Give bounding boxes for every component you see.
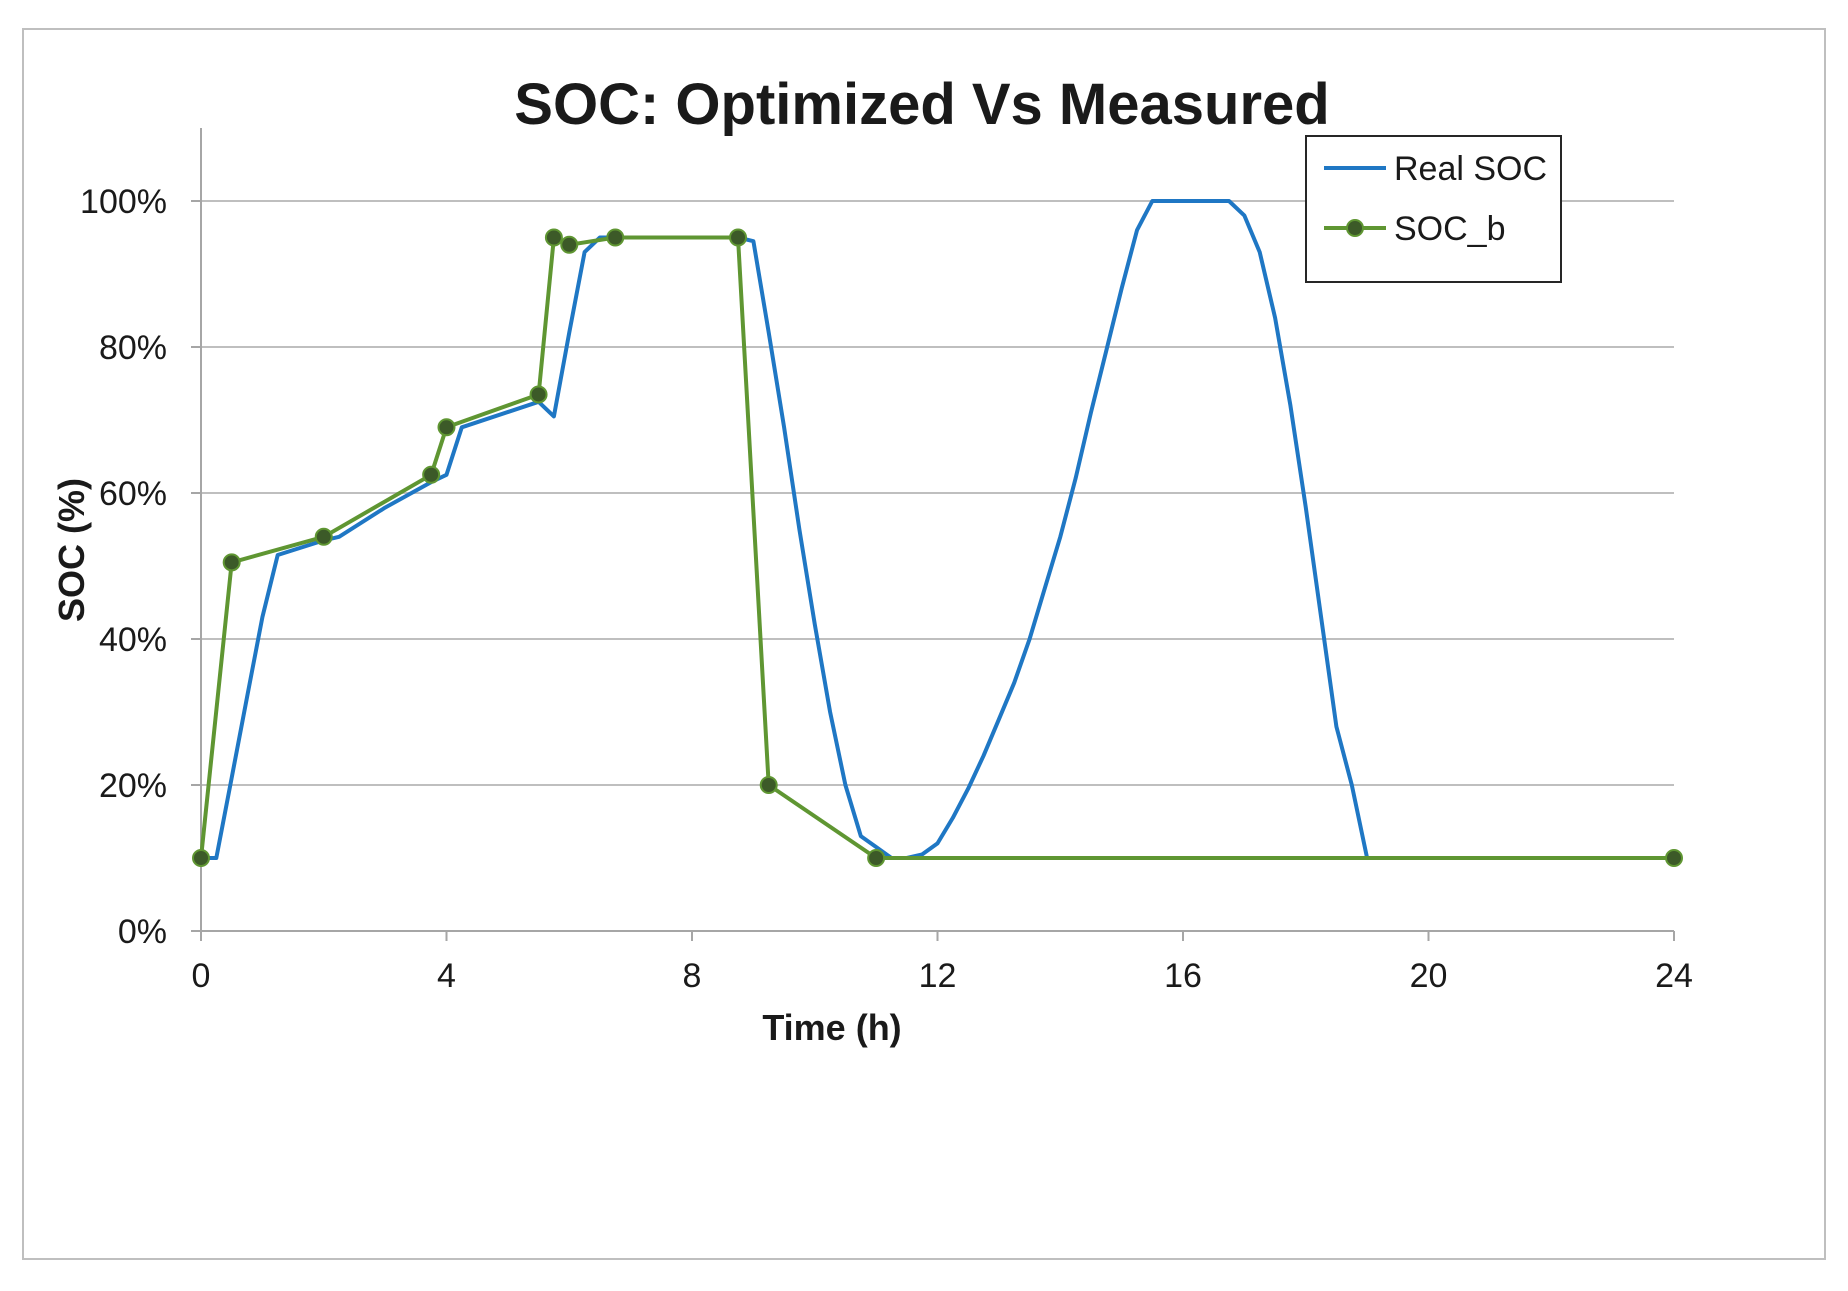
chart-svg: SOC: Optimized Vs Measured 0%20%40%60%80… [51, 72, 1693, 1048]
data-point-soc-b [437, 418, 456, 437]
data-point-soc-b [867, 849, 886, 867]
legend-box [1305, 135, 1562, 283]
x-tick-label: 8 [683, 957, 702, 995]
data-point-soc-b [422, 465, 441, 484]
x-tick-label: 4 [437, 957, 456, 995]
data-point-soc-b [729, 228, 748, 247]
x-tick-label: 12 [919, 957, 957, 995]
series-layer [199, 199, 1674, 860]
marker-layer [192, 228, 1683, 867]
y-tick-label: 40% [99, 621, 167, 659]
y-tick-label: 80% [99, 329, 167, 367]
data-point-soc-b [1665, 849, 1683, 867]
chart-frame: SOC: Optimized Vs Measured 0% 20% 40% 60% 80… [22, 28, 1826, 1260]
legend-label-soc-b: SOC_b [1394, 210, 1506, 248]
legend-label-real-soc: Real SOC [1394, 150, 1547, 188]
x-tick-label: 24 [1655, 957, 1693, 995]
series-line-soc-b [199, 235, 1674, 860]
data-point-soc-b [314, 527, 333, 546]
tick-layer: 0% 20% 40% 60% 80% 100% 0 4 8 12 16 20 24 [80, 183, 1693, 995]
legend-marker-soc-b [1346, 219, 1364, 237]
y-tick-label: 60% [99, 475, 167, 513]
data-point-soc-b [192, 849, 210, 867]
y-tick-label: 100% [80, 183, 167, 221]
y-tick-label: 0% [118, 913, 167, 951]
y-axis-title: SOC (%) [51, 478, 92, 622]
data-point-soc-b [759, 776, 778, 794]
data-point-soc-b [560, 235, 579, 254]
x-axis-title: Time (h) [762, 1007, 901, 1048]
x-tick-label: 0 [192, 957, 211, 995]
legend: Real SOC SOC_b [1305, 135, 1562, 283]
grid-layer [201, 200, 1674, 786]
data-point-soc-b [222, 553, 241, 572]
x-tick-label: 20 [1410, 957, 1448, 995]
data-point-soc-b [529, 385, 548, 404]
x-tick-label: 16 [1164, 957, 1202, 995]
data-point-soc-b [544, 228, 563, 247]
chart-title: SOC: Optimized Vs Measured [514, 72, 1329, 137]
data-point-soc-b [606, 228, 625, 247]
series-line-real-soc [201, 199, 1674, 860]
y-tick-label: 20% [99, 767, 167, 805]
